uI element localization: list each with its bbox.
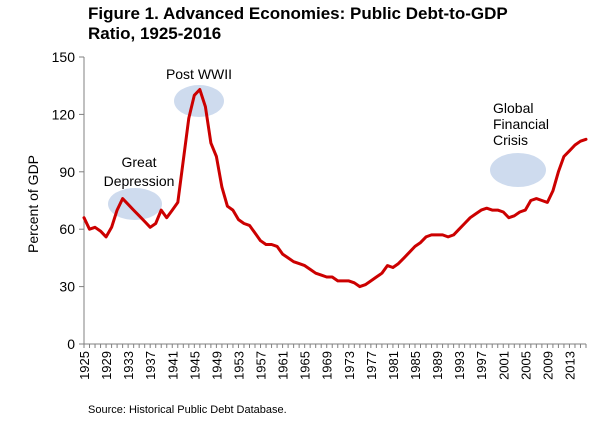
x-tick-label: 1961 [276,351,291,380]
chart-title: Figure 1. Advanced Economies: Public Deb… [88,4,588,44]
x-tick-label: 1993 [452,351,467,380]
x-tick-label: 1973 [342,351,357,380]
y-tick-label: 60 [59,221,75,237]
chart-title-line-1: Figure 1. Advanced Economies: Public Deb… [88,4,508,23]
highlight-ellipses [108,85,546,220]
x-tick-label: 1929 [99,351,114,380]
x-tick-label: 1925 [77,351,92,380]
x-tick-label: 1937 [143,351,158,380]
y-tick-label: 150 [52,49,76,65]
x-tick-label: 1953 [231,351,246,380]
great-depression-highlight [108,188,162,220]
y-axis-label: Percent of GDP [25,155,41,253]
x-tick-label: 1977 [364,351,379,380]
x-tick-label: 1969 [320,351,335,380]
annotations-group: Great Depression Post WWII Global Financial C… [104,66,549,189]
y-tick-label: 90 [59,164,75,180]
x-tick-labels: 1925 1929 1933 1937 1941 1945 1949 1953 1957 1961… [77,351,577,380]
y-tick-label: 30 [59,279,75,295]
x-tick-label: 2001 [496,351,511,380]
chart-axes [79,56,587,348]
x-tick-label: 1985 [408,351,423,380]
debt-to-gdp-series-line [82,88,588,289]
y-tick-labels: 0 30 60 90 120 150 [52,49,76,352]
financial-crisis-highlight [490,153,546,187]
annotation-financial-crisis: Global Financial Crisis [493,100,549,148]
y-tick-label: 0 [67,336,75,352]
x-tick-label: 2009 [540,351,555,380]
x-tick-label: 1941 [165,351,180,380]
x-tick-label: 1965 [298,351,313,380]
x-tick-label: 1949 [209,351,224,380]
chart-title-line-2: Ratio, 1925-2016 [88,24,222,43]
series-group [82,88,588,289]
x-tick-label: 1989 [430,351,445,380]
x-tick-label: 1945 [187,351,202,380]
annotation-great-depression: Great Depression [104,154,175,189]
x-tick-label: 2013 [562,351,577,380]
x-tick-label: 2005 [518,351,533,380]
post-wwii-highlight [174,85,224,117]
source-note: Source: Historical Public Debt Database. [88,404,287,416]
annotation-post-wwii: Post WWII [166,66,232,82]
x-tick-label: 1997 [474,351,489,380]
x-tick-label: 1957 [254,351,269,380]
x-tick-label: 1933 [121,351,136,380]
y-tick-label: 120 [52,106,76,122]
x-tick-label: 1981 [386,351,401,380]
